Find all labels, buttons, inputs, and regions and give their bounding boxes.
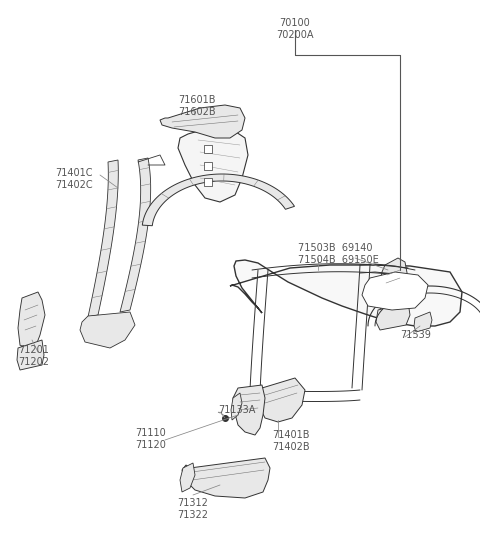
Polygon shape <box>160 105 245 138</box>
Bar <box>204 145 212 153</box>
Polygon shape <box>120 158 151 312</box>
Polygon shape <box>180 463 195 492</box>
Polygon shape <box>18 292 45 352</box>
Polygon shape <box>17 340 44 370</box>
Polygon shape <box>142 174 295 226</box>
Polygon shape <box>258 378 305 422</box>
Polygon shape <box>414 312 432 332</box>
Text: 71201
71202: 71201 71202 <box>18 345 49 367</box>
Polygon shape <box>80 312 135 348</box>
Text: 71601B
71602B: 71601B 71602B <box>178 95 216 117</box>
Text: 71133A: 71133A <box>218 405 255 415</box>
Polygon shape <box>378 258 408 315</box>
Text: 71401B
71402B: 71401B 71402B <box>272 430 310 452</box>
Text: 71401C
71402C: 71401C 71402C <box>55 168 93 190</box>
Polygon shape <box>233 385 265 435</box>
Polygon shape <box>230 260 462 326</box>
Text: 71539: 71539 <box>400 330 431 340</box>
Text: 71312
71322: 71312 71322 <box>178 498 208 520</box>
Bar <box>204 162 212 170</box>
Text: 71503B  69140
71504B  69150E: 71503B 69140 71504B 69150E <box>298 243 379 265</box>
Polygon shape <box>88 160 118 317</box>
Bar <box>204 178 212 186</box>
Polygon shape <box>182 458 270 498</box>
Polygon shape <box>178 128 248 202</box>
Polygon shape <box>231 393 242 420</box>
Polygon shape <box>362 272 428 310</box>
Text: 70100
70200A: 70100 70200A <box>276 18 314 40</box>
Text: 71110
71120: 71110 71120 <box>135 428 166 449</box>
Polygon shape <box>376 302 410 330</box>
